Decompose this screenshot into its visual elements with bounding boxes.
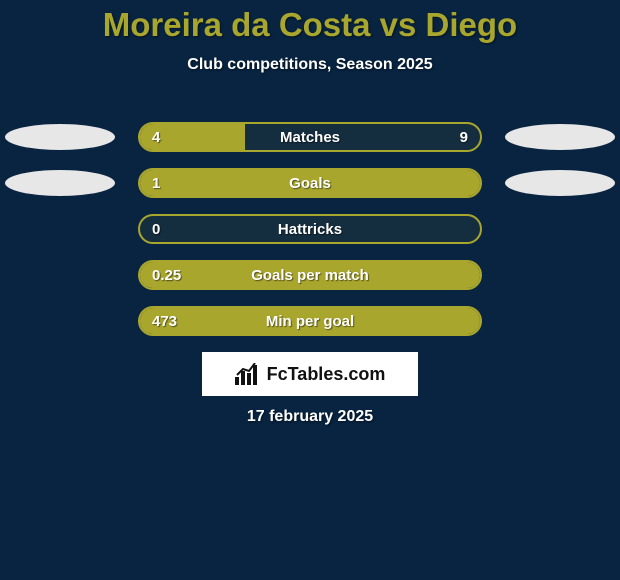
stat-row: 0Hattricks <box>0 214 620 244</box>
stat-row: 49Matches <box>0 122 620 152</box>
page-title: Moreira da Costa vs Diego <box>0 0 620 44</box>
logo-bars-icon <box>235 363 261 385</box>
stat-bar-track: 49Matches <box>138 122 482 152</box>
stat-value-left: 1 <box>152 170 160 196</box>
stat-row: 0.25Goals per match <box>0 260 620 290</box>
player-oval-right <box>505 124 615 150</box>
stat-bar-track: 0.25Goals per match <box>138 260 482 290</box>
stat-bar-fill <box>140 308 480 334</box>
stat-bar-fill <box>140 170 480 196</box>
stat-bar-track: 0Hattricks <box>138 214 482 244</box>
stat-value-left: 473 <box>152 308 177 334</box>
player-oval-right <box>505 170 615 196</box>
stat-bar-track: 473Min per goal <box>138 306 482 336</box>
stat-row: 1Goals <box>0 168 620 198</box>
player-oval-left <box>5 124 115 150</box>
stat-value-right: 9 <box>460 124 468 150</box>
stat-value-left: 0 <box>152 216 160 242</box>
stat-label: Hattricks <box>140 216 480 242</box>
stat-value-left: 4 <box>152 124 160 150</box>
subtitle: Club competitions, Season 2025 <box>0 56 620 74</box>
fctables-logo: FcTables.com <box>202 352 418 396</box>
stat-bar-fill <box>140 262 480 288</box>
logo-text: FcTables.com <box>267 364 386 385</box>
stat-rows: 49Matches1Goals0Hattricks0.25Goals per m… <box>0 122 620 352</box>
date-line: 17 february 2025 <box>0 408 620 426</box>
stat-value-left: 0.25 <box>152 262 181 288</box>
stat-row: 473Min per goal <box>0 306 620 336</box>
stat-bar-track: 1Goals <box>138 168 482 198</box>
player-oval-left <box>5 170 115 196</box>
